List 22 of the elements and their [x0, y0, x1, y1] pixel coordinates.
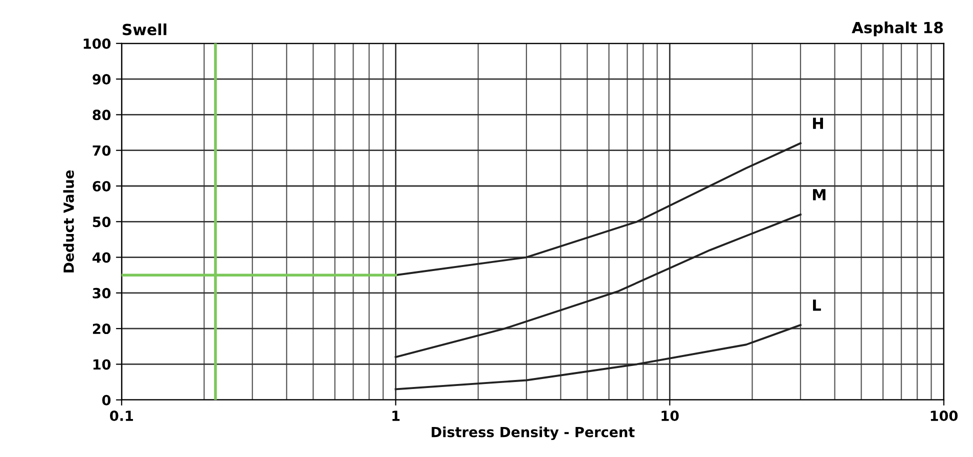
series-label: H — [813, 118, 824, 129]
y-tick-label: 70 — [92, 145, 111, 156]
text: Asphalt 18 — [852, 22, 943, 36]
y-tick-label: 60 — [92, 180, 111, 192]
y-tick-label: 50 — [92, 216, 111, 228]
series-label: M — [813, 189, 826, 200]
y-tick-label: 30 — [92, 288, 111, 298]
y-tick-label: 20 — [92, 324, 111, 334]
y-tick-label: 90 — [92, 74, 111, 85]
x-tick-label: 0.1 — [110, 410, 133, 422]
x-tick-label: 100 — [930, 410, 958, 422]
y-tick-label: 40 — [92, 252, 111, 263]
series-label: L — [813, 300, 821, 311]
x-tick-label: 1 — [392, 410, 400, 421]
y-tick-label: 100 — [84, 38, 111, 49]
chart-title: Swell — [122, 23, 166, 36]
y-axis-title: Deduct Value — [63, 170, 74, 272]
y-tick-label: 10 — [93, 359, 111, 370]
y-tick-label: 0 — [102, 394, 111, 406]
x-tick-label: 10 — [662, 410, 679, 422]
x-axis-title: Distress Density - Percent — [432, 426, 635, 440]
y-tick-label: 80 — [92, 110, 111, 120]
